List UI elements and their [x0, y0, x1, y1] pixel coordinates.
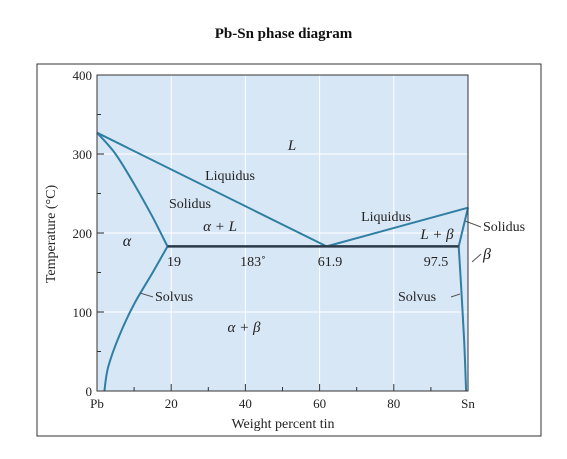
x-axis-label: Weight percent tin [231, 417, 334, 432]
solidus-label-left: Solidus [169, 197, 211, 212]
x-tick-label-60: 60 [313, 396, 326, 411]
y-tick-label-300: 300 [73, 147, 93, 162]
alpha-plus-liquid-label: α + L [203, 219, 237, 235]
x-end-label-pb: Pb [90, 396, 104, 411]
solvus-label-right: Solvus [398, 290, 436, 305]
diagram-title: Pb-Sn phase diagram [214, 26, 353, 42]
solvus-left-curve [103, 245, 169, 392]
eutectic-alpha-composition: 19 [167, 255, 181, 270]
liquidus-label-right: Liquidus [361, 210, 411, 225]
y-tick-label-200: 200 [73, 226, 93, 241]
liquid-plus-beta-label: L + β [419, 227, 454, 243]
eutectic-beta-composition: 97.5 [424, 255, 449, 270]
y-tick-labels: 0 100 200 300 400 [73, 68, 93, 399]
solidus-label-right: Solidus [483, 220, 525, 235]
eutectic-temperature: 183˚ [240, 255, 266, 270]
x-tick-label-40: 40 [239, 396, 252, 411]
beta-region-label: β [482, 246, 491, 263]
solidus-left-curve [96, 132, 169, 247]
liquidus-right-curve [326, 206, 469, 248]
leader-beta [471, 253, 482, 263]
alpha-plus-beta-label: α + β [228, 320, 261, 336]
alpha-region-label: α [123, 233, 132, 250]
y-tick-label-0: 0 [86, 384, 93, 399]
y-tick-label-100: 100 [73, 305, 93, 320]
solvus-right-curve [457, 246, 468, 392]
y-tick-label-400: 400 [73, 68, 93, 83]
liquidus-left-curve [96, 131, 328, 248]
phase-curves [96, 131, 469, 392]
eutectic-composition: 61.9 [318, 255, 343, 270]
solvus-label-left: Solvus [155, 290, 193, 305]
grid [97, 75, 468, 391]
x-tick-label-80: 80 [387, 396, 400, 411]
liquid-region-label: L [287, 138, 296, 154]
solidus-right-curve [457, 207, 469, 247]
x-tick-labels: 20 40 60 80 [165, 396, 401, 411]
leader-solvus-right [450, 293, 461, 298]
x-end-label-sn: Sn [461, 396, 475, 411]
figure-frame [36, 63, 542, 437]
liquidus-label-left: Liquidus [205, 169, 255, 184]
plot-frame [96, 74, 469, 392]
leader-solvus-left [139, 292, 154, 298]
y-axis-label: Temperature (°C) [44, 185, 59, 284]
x-tick-label-20: 20 [165, 396, 178, 411]
